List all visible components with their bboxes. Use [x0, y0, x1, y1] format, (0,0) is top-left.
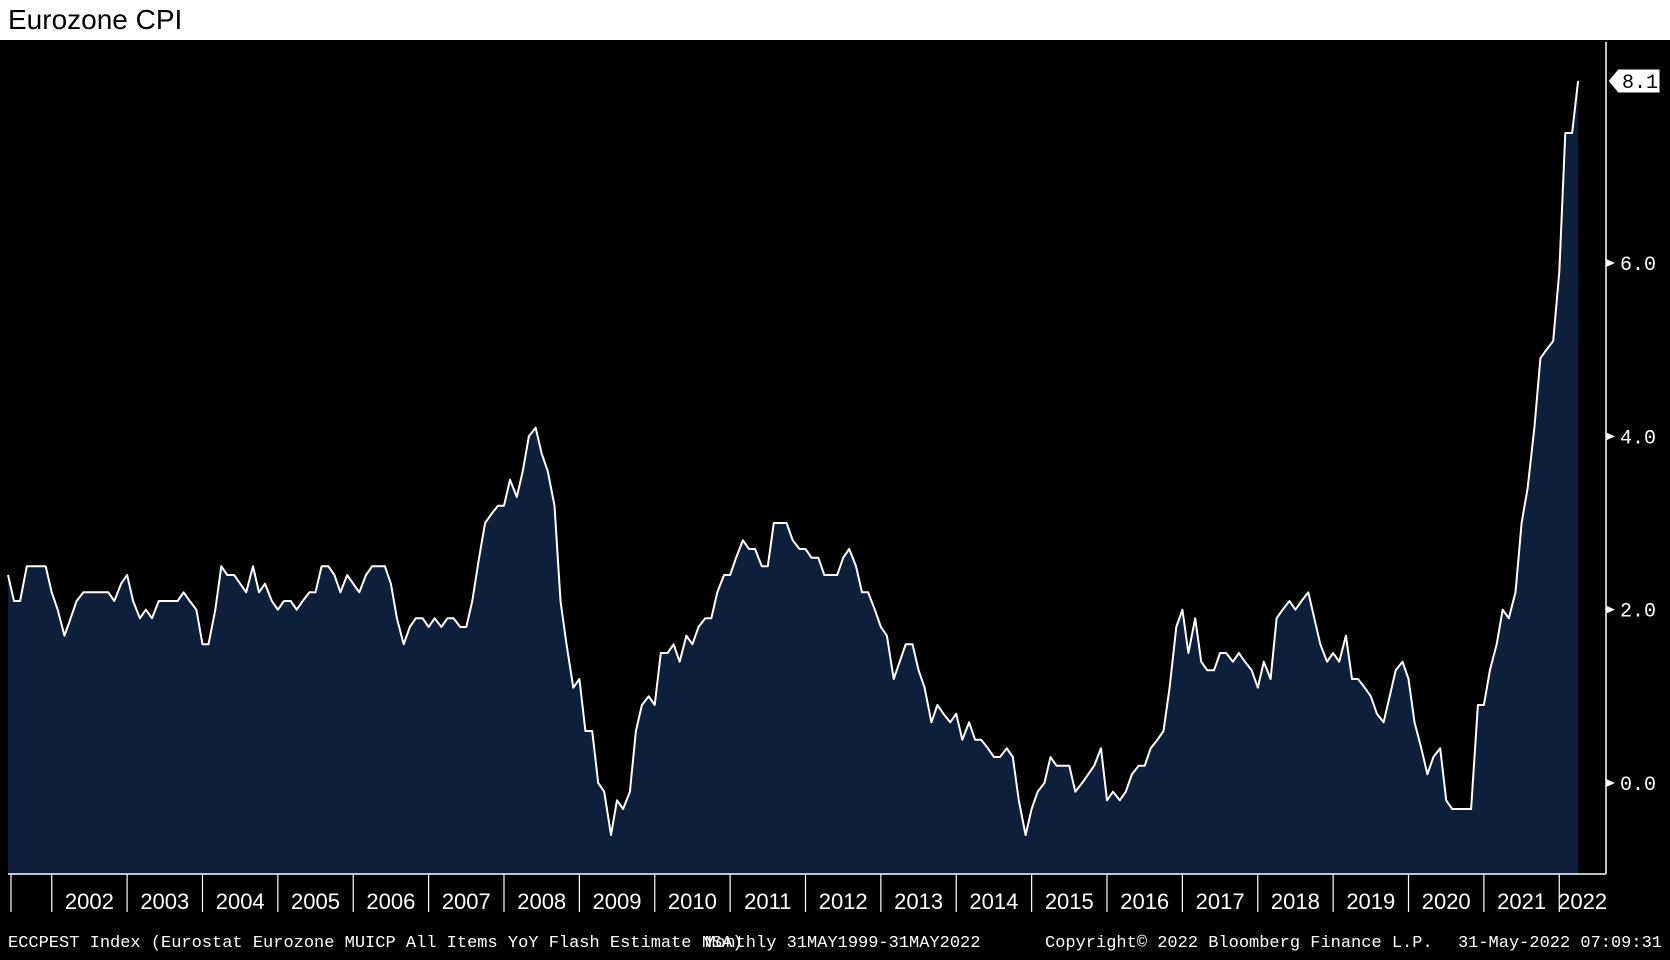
y-tick-mark [1606, 605, 1615, 614]
x-year-label: 2021 [1497, 889, 1546, 914]
x-year-label: 2007 [442, 889, 491, 914]
chart-title: Eurozone CPI [8, 4, 183, 35]
footer: ECCPEST Index (Eurostat Eurozone MUICP A… [8, 934, 1662, 953]
last-value-marker: 8.1 [1607, 68, 1661, 95]
x-year-label: 2006 [366, 889, 415, 914]
x-year-label: 2008 [517, 889, 566, 914]
plot-frame [8, 42, 1607, 875]
x-year-label: 2022 [1558, 889, 1607, 914]
x-year-label: 2010 [668, 889, 717, 914]
x-year-label: 2018 [1271, 889, 1320, 914]
x-year-label: 2003 [140, 889, 189, 914]
x-year-label: 2013 [894, 889, 943, 914]
x-year-label: 2017 [1196, 889, 1245, 914]
x-year-label: 2011 [744, 889, 791, 914]
footer-timestamp: 31-May-2022 07:09:31 [1458, 934, 1662, 953]
x-year-label: 2014 [969, 889, 1018, 914]
x-year-label: 2004 [216, 889, 265, 914]
x-year-label: 2019 [1346, 889, 1395, 914]
cpi-line-layer [7, 80, 1580, 836]
y-tick-label: 0.0 [1620, 774, 1656, 797]
cpi-line [7, 80, 1580, 836]
x-year-label: 2002 [65, 889, 114, 914]
last-value-label: 8.1 [1622, 72, 1658, 95]
footer-frequency: Monthly 31MAY1999-31MAY2022 [705, 934, 980, 953]
last-value-tag [1607, 68, 1661, 94]
x-year-label: 2005 [291, 889, 340, 914]
y-tick-mark [1606, 779, 1615, 787]
y-tick-mark [1606, 432, 1615, 441]
y-axis: 0.0 2.0 4.0 6.0 [1606, 254, 1656, 797]
y-tick-mark [1606, 259, 1615, 267]
footer-ticker: ECCPEST Index (Eurostat Eurozone MUICP A… [8, 934, 743, 953]
y-tick-label: 4.0 [1620, 427, 1656, 450]
chart-canvas: 0.02.04.06.0 2002 2003 2004 2005 2006 2007 200… [0, 40, 1670, 960]
y-tick-label: 2.0 [1620, 601, 1656, 624]
cpi-area-layer [8, 81, 1579, 874]
x-year-label: 2009 [593, 889, 642, 914]
footer-copyright: Copyright© 2022 Bloomberg Finance L.P. [1045, 934, 1433, 953]
x-year-label: 2016 [1120, 889, 1169, 914]
cpi-area [8, 81, 1579, 874]
x-axis: 2002 2003 2004 2005 2006 2007 2008 2009 2010 2011… [10, 874, 1607, 914]
x-year-label: 2012 [819, 889, 868, 914]
y-tick-label: 6.0 [1620, 254, 1656, 277]
x-year-label: 2015 [1045, 889, 1094, 914]
x-year-label: 2020 [1422, 889, 1471, 914]
